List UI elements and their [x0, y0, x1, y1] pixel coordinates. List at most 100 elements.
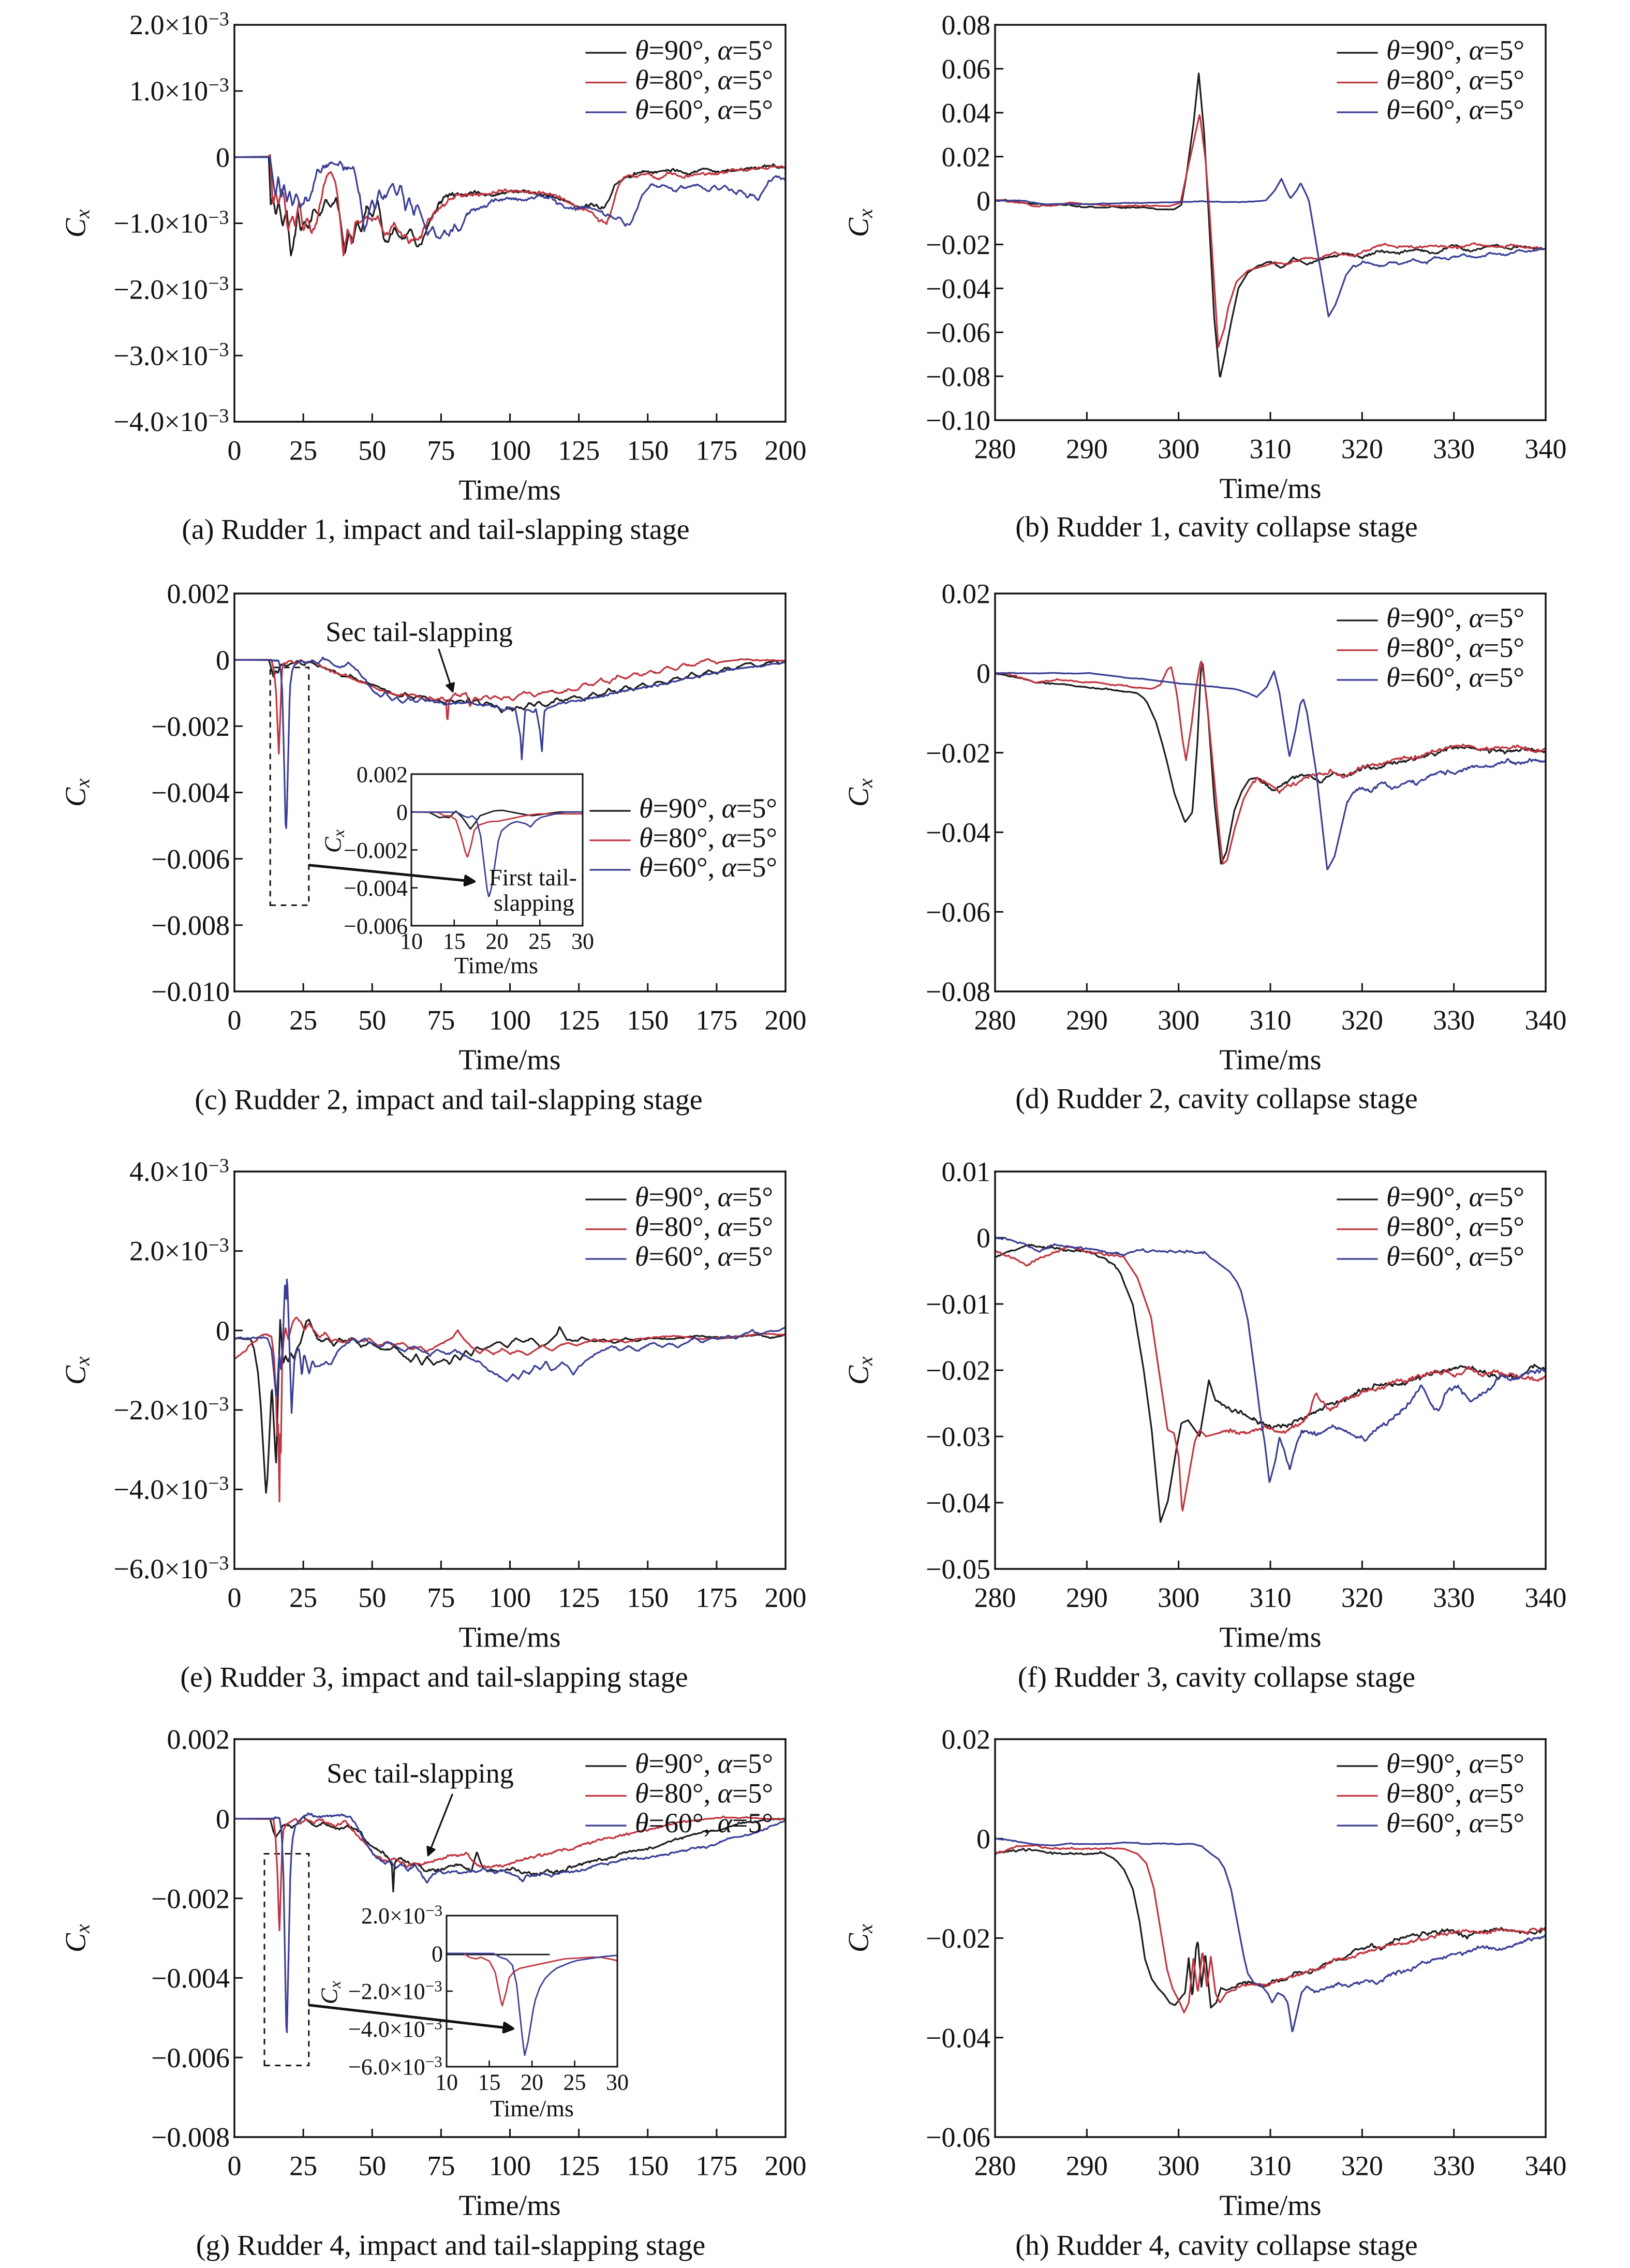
svg-text:200: 200 — [765, 1582, 807, 1613]
svg-text:290: 290 — [1066, 2150, 1108, 2181]
svg-text:0.04: 0.04 — [942, 98, 991, 129]
svg-text:Sec tail-slapping: Sec tail-slapping — [327, 1758, 513, 1789]
svg-text:First tail-: First tail- — [489, 864, 577, 891]
svg-text:4 . 0: 4 . 0 × 1 0 − 3 — [129, 1155, 229, 1187]
svg-text:340: 340 — [1525, 1582, 1567, 1613]
svg-text:0.01: 0.01 — [942, 1157, 991, 1188]
svg-text:330: 330 — [1433, 1004, 1475, 1035]
svg-text:340: 340 — [1525, 2150, 1567, 2181]
svg-text:175: 175 — [695, 1582, 737, 1613]
svg-text:Time/ms: Time/ms — [1219, 1621, 1321, 1653]
svg-text:0: 0 — [216, 645, 230, 676]
svg-text:0: 0 — [228, 435, 242, 466]
svg-text:− 6 .: − 6 . 0 × 1 0 − 3 — [113, 1552, 229, 1584]
svg-text:−0.04: −0.04 — [926, 1488, 990, 1519]
svg-text:θ α = 8 0: θ α = 8 0 ° , = 5 ° — [1386, 632, 1524, 663]
svg-text:θ α = 8 0: θ α = 8 0 ° , = 5 ° — [1386, 1211, 1524, 1242]
svg-text:0: 0 — [216, 1315, 230, 1346]
svg-text:−0.006: −0.006 — [151, 2042, 230, 2073]
svg-text:200: 200 — [765, 435, 807, 466]
svg-text:−0.06: −0.06 — [926, 317, 990, 348]
svg-text:θ α = 8 0: θ α = 8 0 ° , = 5 ° — [1386, 1777, 1524, 1809]
svg-text:75: 75 — [427, 1582, 455, 1613]
svg-text:θ α = 6 0: θ α = 6 0 ° , = 5 ° — [635, 1807, 773, 1839]
svg-text:75: 75 — [427, 2150, 455, 2181]
svg-text:−0.08: −0.08 — [926, 361, 990, 392]
svg-text:300: 300 — [1158, 1582, 1199, 1613]
svg-text:(a) Rudder 1, impact and tail-: (a) Rudder 1, impact and tail-slapping s… — [182, 513, 689, 545]
svg-text:280: 280 — [974, 1582, 1016, 1613]
svg-text:− 4 .: − 4 . 0 × 1 0 − 3 — [113, 1473, 229, 1505]
svg-text:−0.02: −0.02 — [926, 1923, 990, 1954]
svg-text:C x: C x — [843, 209, 877, 237]
svg-text:30: 30 — [606, 2070, 629, 2095]
svg-text:0: 0 — [976, 658, 990, 689]
svg-text:θ α = 9 0: θ α = 9 0 ° , = 5 ° — [635, 35, 773, 66]
svg-text:200: 200 — [765, 1004, 807, 1035]
svg-text:− 3 .: − 3 . 0 × 1 0 − 3 — [113, 339, 229, 371]
svg-text:100: 100 — [489, 1004, 531, 1035]
svg-text:100: 100 — [489, 435, 531, 466]
svg-text:Time/ms: Time/ms — [1219, 472, 1321, 505]
svg-text:− 4 .: − 4 . 0 × 1 0 − 3 — [113, 405, 229, 437]
svg-text:1 . 0: 1 . 0 × 1 0 − 3 — [129, 75, 229, 107]
svg-text:320: 320 — [1341, 1004, 1383, 1035]
svg-text:280: 280 — [974, 2150, 1016, 2181]
svg-text:0: 0 — [228, 1582, 242, 1613]
svg-text:−0.03: −0.03 — [926, 1421, 990, 1452]
svg-text:− 2 .: − 2 . 0 × 1 0 − 3 — [113, 1394, 229, 1426]
svg-text:−0.06: −0.06 — [926, 2122, 990, 2153]
svg-text:290: 290 — [1066, 1582, 1108, 1613]
svg-text:C x: C x — [316, 1981, 344, 2005]
svg-text:20: 20 — [486, 929, 509, 954]
svg-text:− 6 .: − 6 . 0 × 1 0 − 3 — [348, 2053, 442, 2080]
svg-text:−0.010: −0.010 — [151, 976, 230, 1007]
svg-text:θ α = 9 0: θ α = 9 0 ° , = 5 ° — [639, 793, 777, 824]
svg-text:−0.06: −0.06 — [926, 897, 990, 928]
svg-text:Time/ms: Time/ms — [458, 1044, 560, 1076]
svg-text:(f) Rudder 3, cavity collapse: (f) Rudder 3, cavity collapse stage — [1018, 1662, 1415, 1694]
svg-text:0: 0 — [216, 1804, 230, 1835]
svg-text:slapping: slapping — [494, 890, 574, 916]
svg-text:2 . 0: 2 . 0 × 1 0 − 3 — [129, 8, 229, 40]
svg-text:20: 20 — [521, 2070, 543, 2095]
svg-text:330: 330 — [1433, 2150, 1475, 2181]
svg-text:2 . 0: 2 . 0 × 1 0 − 3 — [361, 1902, 442, 1929]
svg-text:300: 300 — [1158, 2150, 1199, 2181]
svg-text:−0.002: −0.002 — [151, 711, 230, 742]
svg-text:C x: C x — [60, 209, 94, 238]
svg-text:10: 10 — [435, 2070, 458, 2095]
svg-text:Time/ms: Time/ms — [454, 952, 538, 979]
svg-text:(b) Rudder 1, cavity collapse: (b) Rudder 1, cavity collapse stage — [1015, 511, 1418, 543]
svg-text:C x: C x — [320, 829, 348, 853]
svg-text:330: 330 — [1433, 1582, 1475, 1613]
svg-text:320: 320 — [1341, 433, 1383, 464]
svg-text:50: 50 — [358, 1582, 386, 1613]
svg-text:− 1 .: − 1 . 0 × 1 0 − 3 — [113, 206, 229, 239]
svg-text:0.08: 0.08 — [942, 10, 991, 41]
svg-text:θ α = 8 0: θ α = 8 0 ° , = 5 ° — [635, 64, 773, 95]
svg-text:C x: C x — [60, 1356, 94, 1385]
svg-text:0.02: 0.02 — [942, 1724, 991, 1755]
svg-text:25: 25 — [289, 435, 317, 466]
svg-text:310: 310 — [1250, 2150, 1292, 2181]
svg-text:C x: C x — [60, 1924, 94, 1952]
svg-text:θ α = 9 0: θ α = 9 0 ° , = 5 ° — [1386, 1181, 1524, 1212]
svg-text:125: 125 — [558, 435, 600, 466]
svg-text:150: 150 — [627, 1582, 669, 1613]
svg-text:200: 200 — [765, 2150, 807, 2181]
svg-text:0: 0 — [396, 800, 408, 825]
svg-text:θ α = 9 0: θ α = 9 0 ° , = 5 ° — [1386, 1748, 1524, 1779]
svg-text:θ α = 9 0: θ α = 9 0 ° , = 5 ° — [1386, 602, 1524, 633]
svg-text:−0.02: −0.02 — [926, 229, 990, 260]
svg-text:340: 340 — [1525, 433, 1567, 464]
svg-text:125: 125 — [558, 1004, 600, 1035]
svg-text:θ α = 9 0: θ α = 9 0 ° , = 5 ° — [1386, 35, 1524, 66]
svg-text:(c) Rudder 2, impact and tail-: (c) Rudder 2, impact and tail-slapping s… — [195, 1084, 702, 1116]
svg-text:θ α = 9 0: θ α = 9 0 ° , = 5 ° — [635, 1748, 773, 1779]
svg-text:0.02: 0.02 — [942, 141, 991, 172]
svg-text:(e) Rudder 3, impact and tail-: (e) Rudder 3, impact and tail-slapping s… — [180, 1661, 688, 1693]
svg-text:Sec tail-slapping: Sec tail-slapping — [325, 616, 512, 647]
svg-text:0: 0 — [216, 142, 230, 173]
svg-text:C x: C x — [843, 1924, 877, 1952]
